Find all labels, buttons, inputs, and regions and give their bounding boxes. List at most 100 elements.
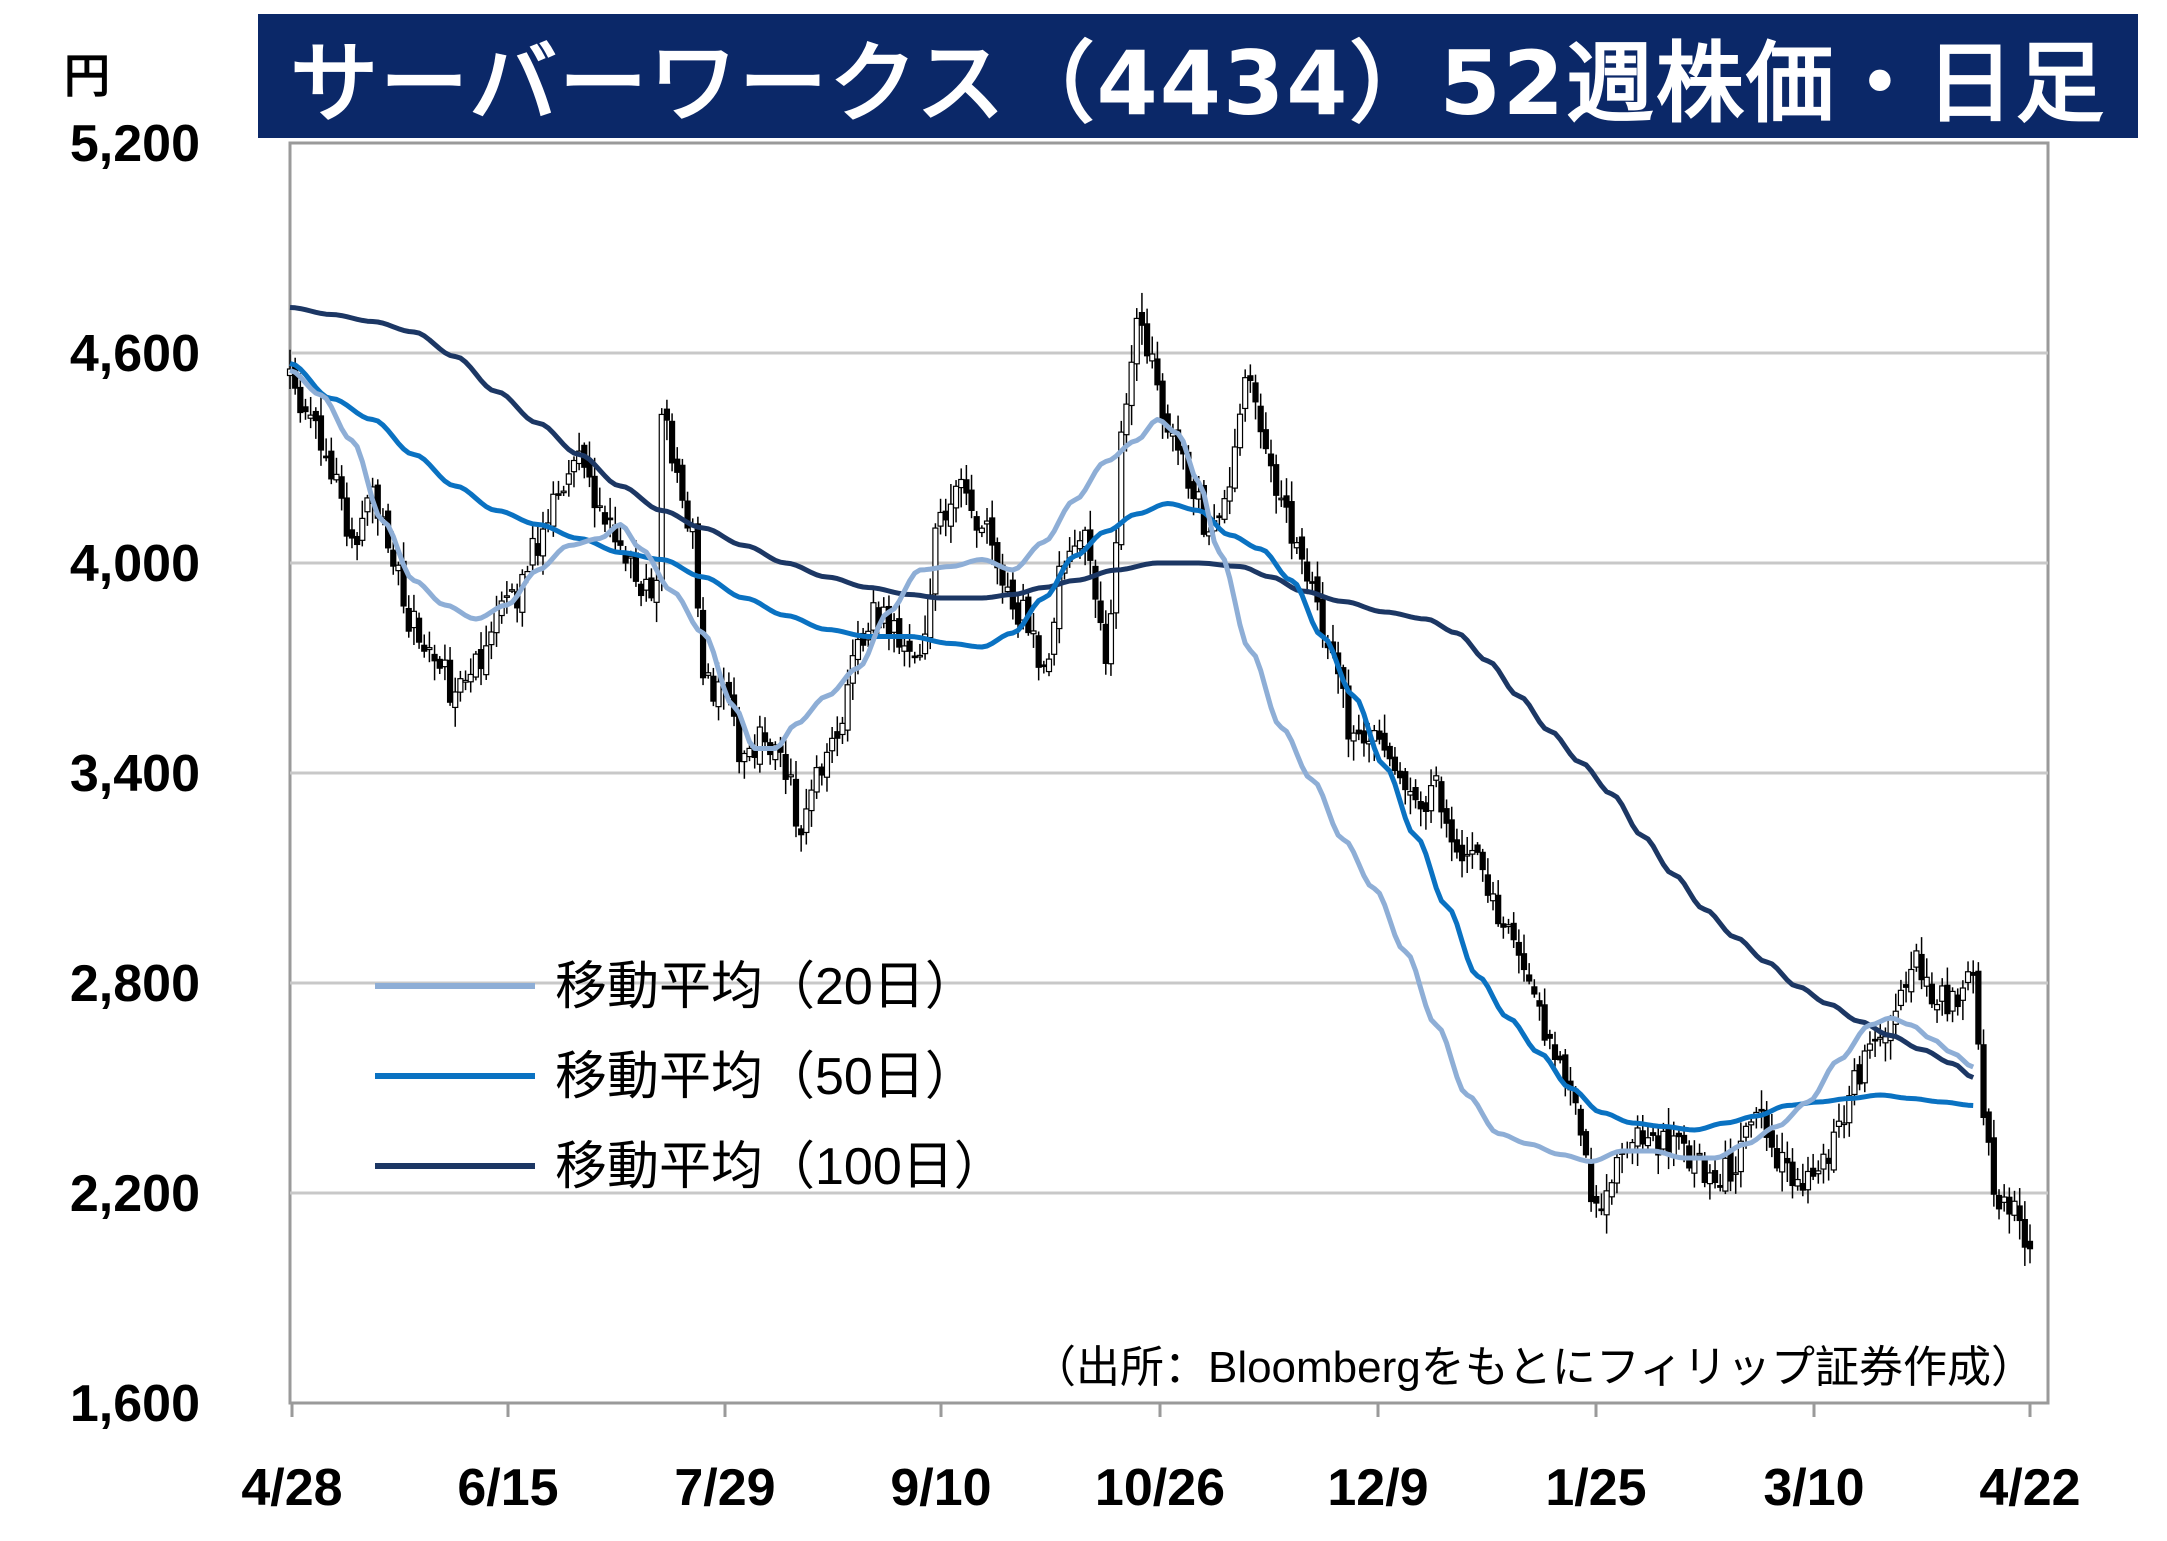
candle — [338, 465, 345, 511]
candle — [467, 658, 474, 693]
candle — [1386, 742, 1393, 767]
candle — [1402, 767, 1409, 805]
candle — [1515, 929, 1522, 974]
candle — [1928, 972, 1935, 1008]
candle — [570, 456, 578, 488]
candle — [1133, 308, 1140, 381]
candle — [1546, 1029, 1553, 1050]
candle — [1427, 769, 1435, 823]
candle — [483, 625, 490, 680]
legend-item-ma100: 移動平均（100日） — [375, 1138, 1006, 1196]
candle — [844, 669, 851, 742]
candle — [596, 487, 603, 512]
candle — [1273, 454, 1280, 514]
candle — [1236, 403, 1244, 456]
candle — [906, 624, 913, 668]
candle — [2026, 1224, 2034, 1264]
candle — [803, 788, 810, 845]
candle — [457, 670, 464, 702]
ma100-line — [289, 305, 1975, 1080]
ma50-line — [289, 361, 1974, 1133]
candle — [1056, 551, 1063, 644]
candle — [1252, 374, 1259, 420]
candle — [328, 437, 335, 485]
candle — [1314, 561, 1321, 611]
candle — [1438, 776, 1445, 829]
candle — [1391, 747, 1399, 775]
candle — [1768, 1113, 1775, 1158]
legend-item-ma50: 移動平均（50日） — [375, 1048, 977, 1106]
candle — [1908, 951, 1915, 1003]
candle — [813, 755, 820, 799]
candle — [1593, 1185, 1600, 1218]
candle — [1784, 1141, 1791, 1182]
candle — [1267, 439, 1275, 483]
candle — [1510, 912, 1517, 948]
candle — [2021, 1201, 2028, 1266]
candle — [1226, 467, 1233, 515]
candle — [1484, 858, 1491, 903]
candle — [1247, 364, 1254, 393]
candle — [1980, 1029, 1987, 1126]
candle — [952, 480, 960, 523]
source-note: （出所：Bloombergをもとにフィリップ証券作成） — [1032, 1343, 2035, 1392]
candle — [1748, 1117, 1755, 1138]
candle — [1107, 599, 1115, 676]
candle — [829, 726, 836, 764]
candle — [1804, 1156, 1812, 1204]
candle — [658, 408, 665, 592]
candle — [1495, 880, 1502, 927]
y-tick-label: 3,400 — [70, 745, 200, 803]
candle — [973, 511, 980, 548]
candle — [679, 458, 686, 509]
candle — [1696, 1143, 1703, 1158]
candle — [1577, 1104, 1584, 1146]
candle — [1536, 992, 1543, 1021]
candle — [989, 500, 996, 566]
candle — [808, 779, 815, 827]
candle — [1985, 1108, 1992, 1156]
candle — [1045, 653, 1053, 677]
x-tick-label: 1/25 — [1545, 1459, 1646, 1517]
legend-item-ma20: 移動平均（20日） — [375, 958, 977, 1016]
candle — [663, 399, 671, 441]
candle — [1464, 836, 1471, 874]
candle — [1479, 848, 1486, 882]
candle — [668, 413, 676, 472]
candle — [1990, 1119, 1997, 1207]
candle — [1582, 1128, 1590, 1158]
candle — [787, 758, 794, 786]
candle — [1448, 806, 1455, 862]
candle — [782, 739, 789, 795]
candle — [699, 597, 707, 686]
candle — [1035, 631, 1042, 681]
gridlines — [290, 351, 2048, 1195]
candle — [1113, 524, 1120, 629]
candle — [653, 568, 660, 623]
candle — [1897, 979, 1905, 1011]
candle — [978, 525, 985, 538]
candle — [963, 465, 970, 506]
x-tick-label: 12/9 — [1327, 1459, 1428, 1517]
y-tick-label: 4,600 — [70, 325, 200, 383]
candle — [591, 457, 598, 528]
legend-label: 移動平均（20日） — [555, 958, 977, 1016]
candle — [1474, 842, 1481, 856]
legend-label: 移動平均（50日） — [555, 1048, 977, 1106]
candle — [1231, 428, 1238, 493]
candle — [1608, 1179, 1615, 1205]
candle — [1262, 412, 1269, 454]
candle — [1644, 1123, 1652, 1152]
candle — [472, 650, 479, 681]
candle — [1412, 779, 1419, 809]
candle — [1257, 393, 1264, 449]
x-tick-label: 7/29 — [674, 1459, 775, 1517]
candle — [555, 480, 562, 500]
candle — [1841, 1105, 1848, 1139]
candle — [1531, 979, 1538, 998]
candle — [1918, 937, 1925, 990]
candle — [1603, 1174, 1610, 1234]
x-tick-label: 10/26 — [1095, 1459, 1225, 1517]
candle — [359, 500, 366, 547]
